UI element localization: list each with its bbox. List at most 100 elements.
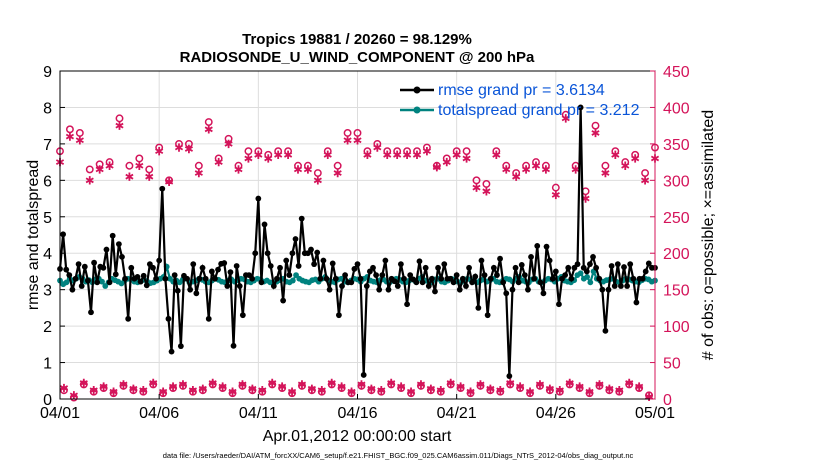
rmse-point <box>404 301 410 308</box>
rmse-point <box>314 249 321 256</box>
rmse-point <box>385 286 392 293</box>
rmse-point <box>236 283 243 289</box>
rmse-point <box>351 265 358 272</box>
x-tick-label: 04/26 <box>536 405 576 422</box>
rmse-point <box>537 279 544 286</box>
rmse-point <box>360 372 367 378</box>
obs-assimilated-marker <box>95 165 104 174</box>
rmse-point <box>277 264 283 271</box>
obs-assimilated-marker <box>343 136 352 145</box>
rmse-point <box>348 279 355 286</box>
rmse-point <box>466 264 472 271</box>
rmse-point <box>407 272 414 278</box>
totalspread-point <box>584 274 590 280</box>
obs-assimilated-marker <box>278 382 287 391</box>
obs-possible-marker <box>641 169 650 177</box>
x-tick-label: 04/01 <box>40 405 80 422</box>
axis-ticks: 04/01 04/06 04/11 04/16 04/21 04/26 05/0101234… <box>40 64 690 422</box>
obs-possible-marker <box>65 125 74 134</box>
obs-assimilated-marker <box>452 150 461 160</box>
x-tick-label: 05/01 <box>635 405 675 422</box>
rmse-point <box>323 275 330 282</box>
rmse-point <box>112 271 119 278</box>
obs-assimilated-marker <box>274 150 283 160</box>
obs-count-markers <box>55 110 660 402</box>
rmse-point <box>128 264 135 271</box>
rmse-point <box>438 275 445 282</box>
obs-assimilated-marker <box>89 386 98 395</box>
rmse-point <box>543 243 550 250</box>
rmse-point <box>478 257 485 264</box>
chart-title: Tropics 19881 / 20260 = 98.129% <box>242 31 472 48</box>
rmse-point <box>230 342 237 349</box>
rmse-point <box>286 272 293 278</box>
rmse-point <box>506 373 513 379</box>
rmse-point <box>456 286 463 293</box>
rmse-point <box>308 246 314 253</box>
rmse-point <box>159 185 166 192</box>
obs-assimilated-marker <box>105 161 114 170</box>
rmse-point <box>450 279 457 286</box>
obs-possible-marker <box>244 147 253 156</box>
obs-assimilated-marker <box>525 387 535 396</box>
obs-assimilated-marker <box>575 382 584 391</box>
rmse-point <box>221 260 228 266</box>
obs-assimilated-marker <box>406 387 416 396</box>
obs-assimilated-marker <box>188 386 197 395</box>
y-left-tick-label: 6 <box>43 173 52 190</box>
obs-assimilated-marker <box>353 136 362 145</box>
rmse-point <box>63 266 70 273</box>
rmse-point <box>574 261 581 268</box>
rmse-point <box>224 283 231 289</box>
rmse-point <box>255 195 262 202</box>
y-left-tick-label: 4 <box>43 246 52 263</box>
rmse-point <box>140 272 147 279</box>
rmse-point <box>512 264 519 271</box>
y-right-tick-label: 450 <box>663 64 690 81</box>
rmse-point <box>88 309 94 316</box>
rmse-point <box>621 264 627 270</box>
rmse-point <box>487 275 494 282</box>
rmse-point <box>602 327 609 334</box>
obs-assimilated-marker <box>218 382 227 391</box>
obs-assimilated-marker <box>264 154 273 163</box>
rmse-point <box>413 279 420 286</box>
rmse-point <box>190 261 197 268</box>
totalspread-point <box>577 270 584 277</box>
rmse-point <box>416 258 423 265</box>
obs-possible-marker <box>343 129 352 137</box>
rmse-point <box>459 275 466 282</box>
y-right-tick-label: 150 <box>663 283 690 300</box>
rmse-point <box>599 286 606 293</box>
obs-assimilated-marker <box>621 161 630 170</box>
rmse-point <box>484 312 491 319</box>
rmse-point <box>69 286 76 293</box>
rmse-point <box>376 286 383 293</box>
y-left-tick-label: 7 <box>43 137 52 154</box>
rmse-point <box>115 241 122 248</box>
rmse-point <box>274 275 280 282</box>
obs-assimilated-marker <box>476 380 485 389</box>
rmse-point <box>370 264 376 271</box>
rmse-point <box>233 263 240 269</box>
obs-assimilated-marker <box>313 176 322 185</box>
chart-subtitle: RADIOSONDE_U_WIND_COMPONENT @ 200 hPa <box>180 49 535 66</box>
obs-assimilated-marker <box>377 386 386 395</box>
obs-possible-marker <box>194 161 203 170</box>
obs-assimilated-marker <box>486 384 495 393</box>
rmse-point <box>556 301 562 308</box>
rmse-point <box>320 257 327 264</box>
x-tick-label: 04/16 <box>337 405 377 422</box>
rmse-point <box>100 264 107 271</box>
obs-assimilated-marker <box>482 187 491 196</box>
rmse-point <box>475 304 482 311</box>
obs-possible-marker <box>204 118 213 126</box>
obs-assimilated-marker <box>214 157 223 167</box>
obs-possible-marker <box>601 161 610 170</box>
rmse-point <box>481 272 488 278</box>
rmse-point <box>137 278 144 285</box>
rmse-point <box>212 275 218 282</box>
obs-assimilated-marker <box>155 146 164 156</box>
rmse-point <box>435 264 441 271</box>
